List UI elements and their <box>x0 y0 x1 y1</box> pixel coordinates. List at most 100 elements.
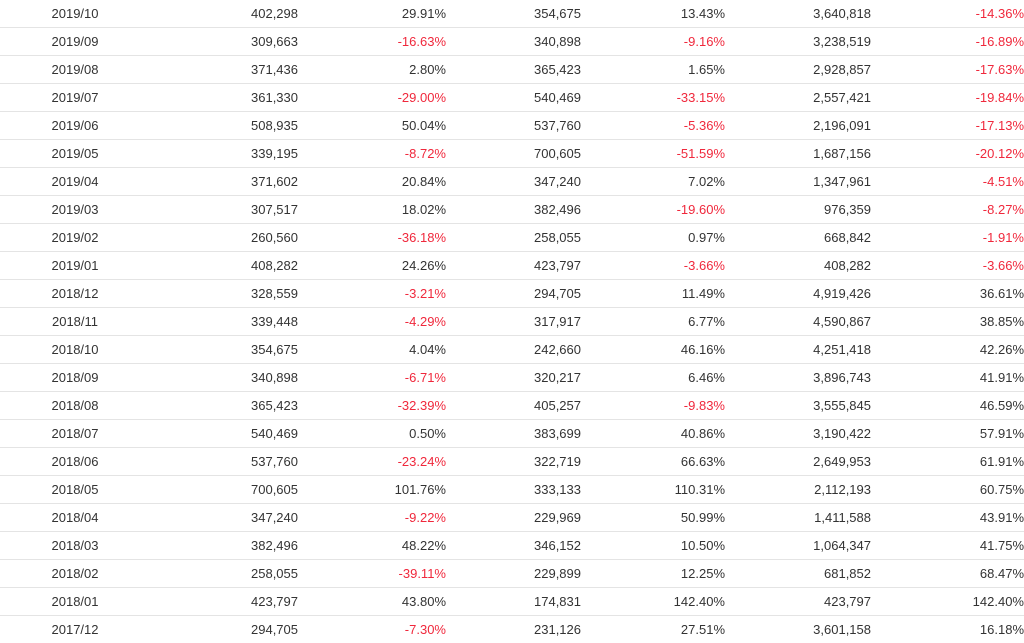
prior-value-cell: 365,423 <box>446 56 581 84</box>
month-cell: 2019/09 <box>0 28 150 56</box>
cumulative-value-cell: 2,649,953 <box>725 448 871 476</box>
change-percent-cell: -7.30% <box>298 616 446 643</box>
change-percent-cell: -8.72% <box>298 140 446 168</box>
prior-change-percent-cell: 10.50% <box>581 532 725 560</box>
cumulative-change-percent-cell: 41.75% <box>871 532 1024 560</box>
cumulative-value-cell: 3,190,422 <box>725 420 871 448</box>
cumulative-value-cell: 3,555,845 <box>725 392 871 420</box>
cumulative-change-percent-cell: 42.26% <box>871 336 1024 364</box>
month-cell: 2018/03 <box>0 532 150 560</box>
month-cell: 2019/08 <box>0 56 150 84</box>
cumulative-change-percent-cell: 36.61% <box>871 280 1024 308</box>
prior-change-percent-cell: 6.77% <box>581 308 725 336</box>
cumulative-value-cell: 1,687,156 <box>725 140 871 168</box>
cumulative-change-percent-cell: -20.12% <box>871 140 1024 168</box>
value-cell: 371,436 <box>150 56 298 84</box>
value-cell: 339,195 <box>150 140 298 168</box>
cumulative-change-percent-cell: 60.75% <box>871 476 1024 504</box>
cumulative-value-cell: 2,196,091 <box>725 112 871 140</box>
cumulative-change-percent-cell: 16.18% <box>871 616 1024 643</box>
cumulative-value-cell: 1,347,961 <box>725 168 871 196</box>
prior-value-cell: 340,898 <box>446 28 581 56</box>
change-percent-cell: 101.76% <box>298 476 446 504</box>
value-cell: 307,517 <box>150 196 298 224</box>
change-percent-cell: -4.29% <box>298 308 446 336</box>
value-cell: 340,898 <box>150 364 298 392</box>
prior-change-percent-cell: 40.86% <box>581 420 725 448</box>
prior-change-percent-cell: -9.16% <box>581 28 725 56</box>
value-cell: 365,423 <box>150 392 298 420</box>
change-percent-cell: 43.80% <box>298 588 446 616</box>
change-percent-cell: 48.22% <box>298 532 446 560</box>
value-cell: 354,675 <box>150 336 298 364</box>
month-cell: 2018/06 <box>0 448 150 476</box>
cumulative-value-cell: 1,064,347 <box>725 532 871 560</box>
month-cell: 2017/12 <box>0 616 150 643</box>
value-cell: 508,935 <box>150 112 298 140</box>
cumulative-change-percent-cell: -1.91% <box>871 224 1024 252</box>
cumulative-change-percent-cell: -16.89% <box>871 28 1024 56</box>
prior-value-cell: 242,660 <box>446 336 581 364</box>
cumulative-value-cell: 681,852 <box>725 560 871 588</box>
month-cell: 2019/04 <box>0 168 150 196</box>
change-percent-cell: 50.04% <box>298 112 446 140</box>
change-percent-cell: 0.50% <box>298 420 446 448</box>
month-cell: 2019/03 <box>0 196 150 224</box>
prior-value-cell: 229,969 <box>446 504 581 532</box>
prior-change-percent-cell: 110.31% <box>581 476 725 504</box>
change-percent-cell: 2.80% <box>298 56 446 84</box>
month-cell: 2018/11 <box>0 308 150 336</box>
value-cell: 408,282 <box>150 252 298 280</box>
cumulative-value-cell: 976,359 <box>725 196 871 224</box>
prior-change-percent-cell: 11.49% <box>581 280 725 308</box>
prior-change-percent-cell: 66.63% <box>581 448 725 476</box>
prior-value-cell: 229,899 <box>446 560 581 588</box>
value-cell: 423,797 <box>150 588 298 616</box>
prior-change-percent-cell: 1.65% <box>581 56 725 84</box>
change-percent-cell: -6.71% <box>298 364 446 392</box>
change-percent-cell: 24.26% <box>298 252 446 280</box>
cumulative-value-cell: 3,238,519 <box>725 28 871 56</box>
month-cell: 2018/09 <box>0 364 150 392</box>
prior-value-cell: 320,217 <box>446 364 581 392</box>
month-cell: 2019/10 <box>0 0 150 28</box>
prior-change-percent-cell: 46.16% <box>581 336 725 364</box>
cumulative-change-percent-cell: 61.91% <box>871 448 1024 476</box>
month-cell: 2019/06 <box>0 112 150 140</box>
prior-value-cell: 540,469 <box>446 84 581 112</box>
prior-value-cell: 405,257 <box>446 392 581 420</box>
prior-value-cell: 347,240 <box>446 168 581 196</box>
prior-change-percent-cell: 0.97% <box>581 224 725 252</box>
prior-value-cell: 258,055 <box>446 224 581 252</box>
prior-change-percent-cell: -9.83% <box>581 392 725 420</box>
cumulative-change-percent-cell: -8.27% <box>871 196 1024 224</box>
value-cell: 294,705 <box>150 616 298 643</box>
prior-value-cell: 174,831 <box>446 588 581 616</box>
prior-value-cell: 383,699 <box>446 420 581 448</box>
prior-value-cell: 537,760 <box>446 112 581 140</box>
value-cell: 339,448 <box>150 308 298 336</box>
cumulative-value-cell: 2,557,421 <box>725 84 871 112</box>
cumulative-change-percent-cell: 46.59% <box>871 392 1024 420</box>
value-cell: 402,298 <box>150 0 298 28</box>
prior-change-percent-cell: 27.51% <box>581 616 725 643</box>
value-cell: 700,605 <box>150 476 298 504</box>
